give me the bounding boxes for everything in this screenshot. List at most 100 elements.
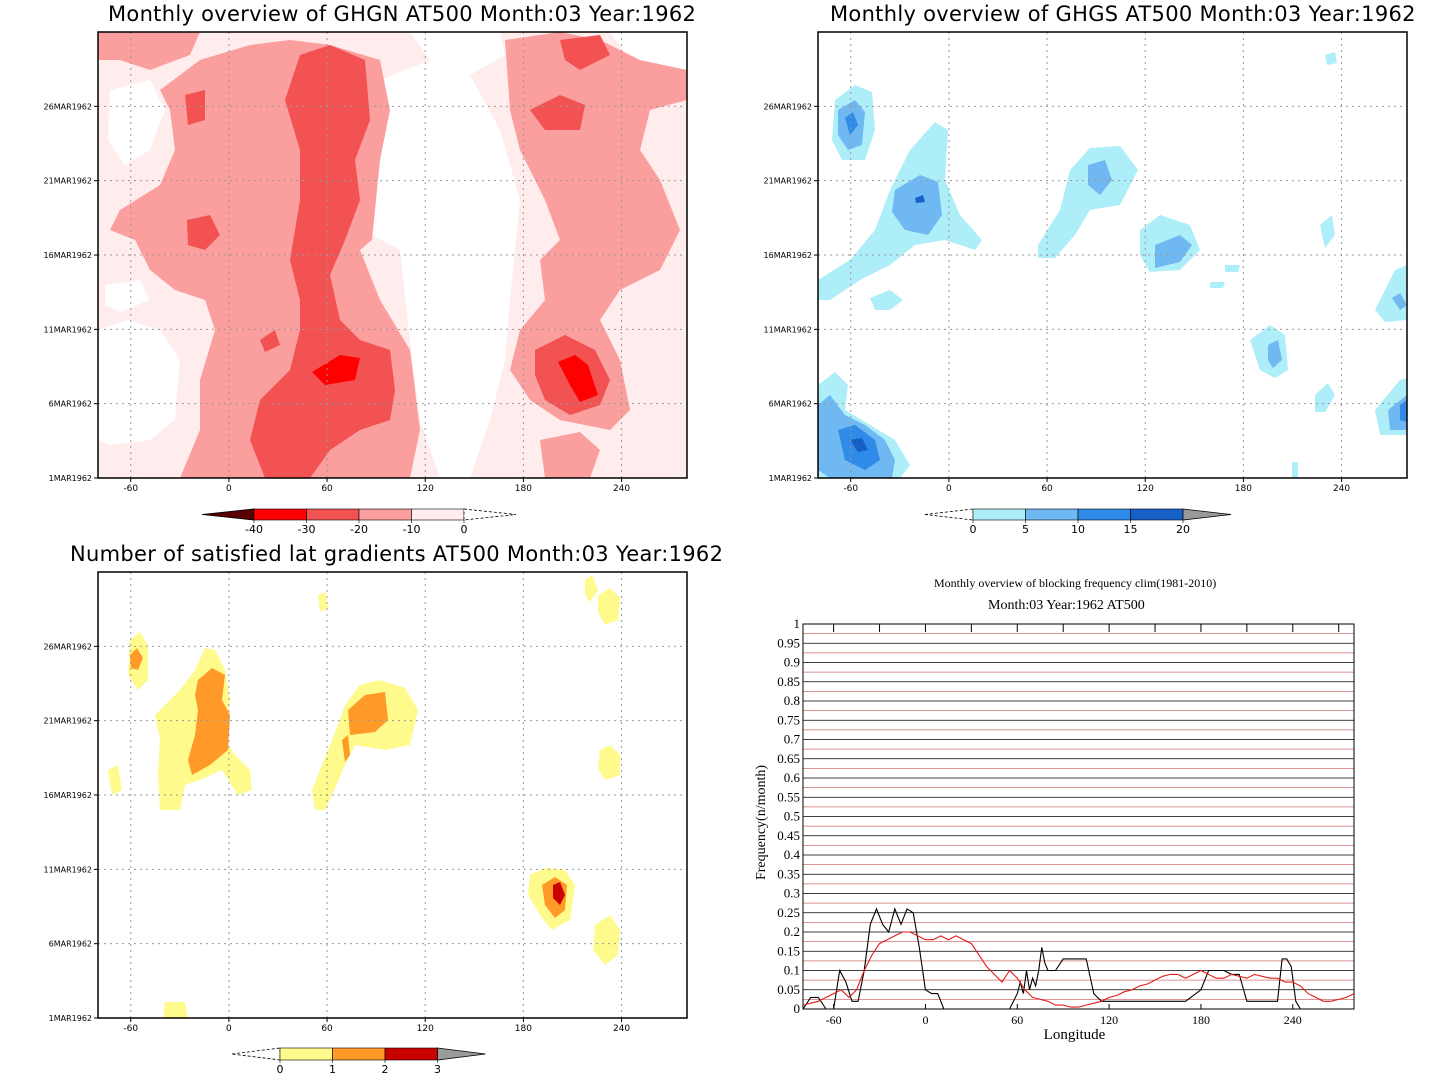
lat-ytick-label: 16MAR1962 <box>44 791 92 800</box>
ghgs-ytick-label: 1MAR1962 <box>769 474 812 483</box>
ghgs-heatmap: -60 0 60 120 180 240 1MAR1962 6MAR1962 11MAR1962… <box>764 31 1408 536</box>
ghgn-xtick-label: -60 <box>123 484 138 494</box>
lat-region-yellow-4 <box>312 680 418 810</box>
lat-colorbar-box <box>332 1047 386 1061</box>
ghgs-region-medium-8 <box>1392 293 1407 310</box>
ghgs-region-light-12 <box>1325 52 1337 65</box>
blocking-axes: 0 0.05 0.1 0.15 0.2 0.25 0.3 0.35 0.4 0.45 0.5 0.55… <box>754 616 1355 1043</box>
ghgs-xtick-label: -60 <box>843 484 858 494</box>
ghgn-panel: Monthly overview of GHGN AT500 Month:03 … <box>0 0 720 545</box>
ghgn-region-strongred-1 <box>312 355 360 385</box>
ghgn-region-white-left <box>98 320 180 445</box>
lat-gradients-title: Number of satisfied lat gradients AT500 … <box>70 542 724 566</box>
blocking-ytick-label: 0.05 <box>777 982 800 997</box>
lat-gradients-heatmap: -60 0 60 120 180 2401MAR19626MAR196211MAR1962… <box>44 571 688 1076</box>
ghgs-region-medium-2 <box>892 175 942 235</box>
blocking-ytick-label: 0 <box>794 1001 801 1016</box>
ghgn-colorbar-label: -30 <box>298 523 316 536</box>
blocking-frequency-panel: Monthly overview of blocking frequency c… <box>720 545 1440 1091</box>
ghgs-ytick-label: 21MAR1962 <box>764 177 812 186</box>
ghgn-region-red-left2 <box>187 215 220 250</box>
ghgs-colorbar-right-end <box>1182 508 1232 521</box>
blocking-ytick-label: 0.1 <box>784 963 800 978</box>
blocking-ytick-label: 0.15 <box>777 943 800 958</box>
ghgs-colorbar-label: 15 <box>1124 523 1138 536</box>
lat-region-orange-2 <box>188 668 230 775</box>
ghgs-xtick-label: 60 <box>1041 484 1053 494</box>
blocking-ytick-label: 0.9 <box>784 655 800 670</box>
ghgn-colorbar-label: -40 <box>245 523 263 536</box>
ghgn-xtick-label: 180 <box>515 484 532 494</box>
lat-colorbar-label: 3 <box>434 1063 441 1076</box>
ghgn-colorbar-label: 0 <box>461 523 468 536</box>
ghgs-colorbar-box <box>1077 508 1131 521</box>
ghgn-colorbar-box <box>358 508 412 521</box>
blocking-series-red-line <box>802 931 1355 1008</box>
ghgs-title: Monthly overview of GHGS AT500 Month:03 … <box>830 2 1416 26</box>
ghgn-colorbar-left-end <box>201 508 255 521</box>
ghgn-xtick-label: 240 <box>613 484 630 494</box>
blocking-ytick-label: 0.8 <box>784 693 800 708</box>
lat-colorbar: 0 1 2 3 <box>231 1047 486 1076</box>
lat-xtick-label: 0 <box>226 1024 232 1034</box>
ghgn-region-white-left2 <box>105 280 150 312</box>
ghgn-heatmap: -60 0 60 120 180 240 1MAR1962 6MAR1962 11MAR1962… <box>44 31 688 536</box>
ghgs-region-dark-2 <box>915 195 925 203</box>
lat-colorbar-right-end <box>437 1047 486 1061</box>
ghgs-region-light-13 <box>1292 462 1298 478</box>
blocking-subtitle: Month:03 Year:1962 AT500 <box>988 598 1145 613</box>
ghgs-ytick-label: 6MAR1962 <box>769 400 812 409</box>
ghgs-region-light-4 <box>1038 146 1138 258</box>
ghgs-colorbar-box <box>1025 508 1079 521</box>
ghgs-region-medium-6 <box>1268 340 1282 368</box>
blocking-xtick-label: 240 <box>1284 1013 1302 1027</box>
ghgs-axes: -60 0 60 120 180 240 1MAR1962 6MAR1962 11MAR1962… <box>764 31 1408 494</box>
ghgn-region-white-topleft <box>108 80 165 165</box>
blocking-ytick-label: 0.65 <box>777 751 800 766</box>
ghgs-colorbar: 0 5 10 15 20 <box>924 508 1232 536</box>
lat-xtick-label: 180 <box>515 1024 532 1034</box>
blocking-ytick-label: 0.4 <box>784 847 801 862</box>
blocking-xtick-label: 120 <box>1100 1013 1118 1027</box>
blocking-title: Monthly overview of blocking frequency c… <box>934 576 1217 590</box>
lat-region-yellow-11 <box>163 1002 188 1018</box>
ghgn-xtick-label: 120 <box>417 484 434 494</box>
ghgs-region-medium-3 <box>1088 160 1112 195</box>
lat-xtick-label: -60 <box>123 1024 138 1034</box>
blocking-ytick-label: 0.7 <box>784 732 801 747</box>
ghgs-region-light-8 <box>1315 383 1335 412</box>
lat-ytick-label: 21MAR1962 <box>44 717 92 726</box>
ghgn-xtick-label: 60 <box>321 484 333 494</box>
ghgn-title: Monthly overview of GHGN AT500 Month:03 … <box>108 2 697 26</box>
blocking-ytick-label: 0.2 <box>784 924 800 939</box>
blocking-ytick-label: 0.85 <box>777 674 800 689</box>
blocking-line-chart: 0 0.05 0.1 0.15 0.2 0.25 0.3 0.35 0.4 0.45 0.5 0.55… <box>754 616 1355 1043</box>
blocking-ytick-label: 0.95 <box>777 635 800 650</box>
ghgs-region-light-15 <box>1210 282 1225 288</box>
lat-region-yellow-7 <box>598 745 620 780</box>
ghgn-ytick-label: 21MAR1962 <box>44 177 92 186</box>
ghgs-colorbar-label: 20 <box>1176 523 1190 536</box>
ghgs-region-light-3 <box>870 290 903 310</box>
ghgn-region-pink-topleft <box>98 32 200 70</box>
lat-xtick-label: 240 <box>613 1024 630 1034</box>
lat-xtick-label: 60 <box>321 1024 333 1034</box>
ghgs-region-blue-1 <box>845 112 858 135</box>
ghgn-region-pink-right <box>505 32 687 430</box>
ghgn-region-red-right1 <box>530 95 585 130</box>
blocking-ytick-label: 0.5 <box>784 809 800 824</box>
ghgs-xtick-label: 0 <box>946 484 952 494</box>
blocking-ytick-label: 0.3 <box>784 886 800 901</box>
ghgs-colorbar-label: 0 <box>970 523 977 536</box>
lat-region-yellow-10 <box>318 592 328 612</box>
lat-axes: -60 0 60 120 180 240 1MAR1962 6MAR1962 11MAR1962… <box>44 571 688 1034</box>
lat-ytick-label: 6MAR1962 <box>49 940 92 949</box>
ghgn-colorbar-label: -20 <box>350 523 368 536</box>
lat-contours <box>108 575 620 1018</box>
ghgs-region-medium-4 <box>1155 235 1192 268</box>
blocking-ytick-label: 0.75 <box>777 712 800 727</box>
ghgn-colorbar-box <box>411 508 465 521</box>
ghgs-region-dark-1 <box>850 438 868 452</box>
lat-region-orange-3 <box>348 692 388 735</box>
ghgn-region-white-mid <box>365 60 520 478</box>
